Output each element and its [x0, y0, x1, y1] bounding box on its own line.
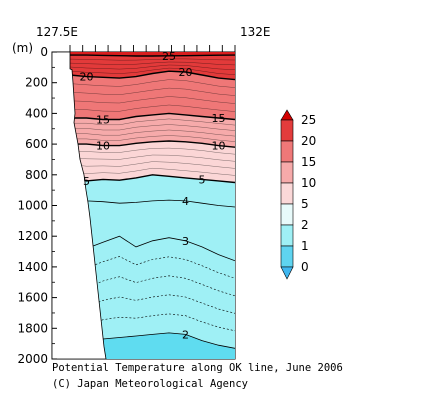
depth-tick-label: 600 [25, 137, 48, 151]
temperature-band [70, 174, 235, 207]
colorbar-segment [280, 161, 294, 184]
temperature-band [70, 236, 235, 358]
minor-contour [70, 64, 235, 70]
depth-tick-label: 1800 [17, 321, 48, 335]
minor-contour [70, 104, 235, 112]
colorbar-segment [280, 182, 294, 205]
minor-contour [70, 61, 235, 66]
contour-line-20 [70, 70, 235, 81]
colorbar-bottom-arrow [280, 266, 294, 280]
minor-contour [70, 147, 235, 155]
minor-contour [70, 96, 235, 104]
depth-tick-label: 0 [40, 45, 48, 59]
lon-label-east: 132E [240, 25, 271, 39]
depth-axis: 0 200 400 600 800 1000 1200 1400 1600 1800 2000 [17, 45, 57, 366]
minor-contour [70, 154, 235, 162]
colorbar-label: 20 [301, 134, 316, 148]
lon-label-west: 127.5E [36, 25, 78, 39]
depth-tick-label: 1600 [17, 291, 48, 305]
dashed-contour [70, 294, 235, 318]
contour-line-3 [70, 235, 235, 262]
contour-layer [70, 54, 235, 358]
contour-label: 5 [199, 173, 206, 186]
colorbar-label: 25 [301, 113, 316, 127]
colorbar-top-arrow [280, 109, 294, 121]
minor-contour [70, 124, 235, 131]
depth-unit-label: (m) [12, 41, 33, 55]
minor-contour [70, 67, 235, 75]
minor-contour [70, 87, 235, 96]
contour-line-25 [70, 54, 235, 57]
chart-title: Potential Temperature along OK line, Jun… [52, 362, 343, 374]
temperature-band [70, 199, 235, 261]
contour-label: 5 [83, 175, 90, 188]
colorbar-label: 0 [301, 260, 309, 274]
contour-label: 25 [162, 50, 176, 63]
depth-tick-label: 1200 [17, 229, 48, 243]
minor-contour [70, 58, 235, 61]
colorbar-label: 1 [301, 239, 309, 253]
minor-contour [70, 161, 235, 169]
temperature-band [70, 332, 235, 359]
minor-contour [70, 168, 235, 176]
colorbar-segment [280, 140, 294, 163]
depth-tick-label: 1000 [17, 199, 48, 213]
dashed-contour [70, 256, 235, 279]
contour-line-15 [70, 112, 235, 121]
depth-tick-label: 200 [25, 76, 48, 90]
colorbar-segment [280, 119, 294, 142]
contour-label: 20 [80, 71, 94, 84]
depth-tick-label: 1400 [17, 260, 48, 274]
contour-line-5 [70, 174, 235, 184]
colorbar-segment [280, 203, 294, 226]
colorbar-label: 5 [301, 197, 309, 211]
minor-contour [70, 129, 235, 137]
depth-tick-label: 2000 [17, 352, 48, 366]
temperature-band [70, 113, 235, 148]
colorbar-segment [280, 245, 294, 268]
depth-tick-label: 800 [25, 168, 48, 182]
contour-label: 3 [182, 235, 189, 248]
contour-label: 10 [96, 140, 110, 153]
colorbar-label: 10 [301, 176, 316, 190]
colorbar-label: 2 [301, 218, 309, 232]
colorbar-segment [280, 224, 294, 247]
minor-contour [70, 135, 235, 142]
dashed-contour [70, 275, 235, 297]
contour-label: 10 [212, 140, 226, 153]
contour-line-10 [70, 140, 235, 148]
contour-label: 4 [182, 195, 189, 208]
seafloor-mask [51, 51, 107, 360]
contour-label: 15 [212, 112, 226, 125]
contour-label: 2 [182, 328, 189, 341]
colorbar-label: 15 [301, 155, 316, 169]
credit-text: (C) Japan Meteorological Agency [52, 378, 248, 390]
contour-label: 15 [96, 114, 110, 127]
contour-label: 20 [179, 66, 193, 79]
depth-tick-label: 400 [25, 106, 48, 120]
station-axis [69, 45, 236, 52]
contour-line-4 [70, 199, 235, 208]
minor-contour [70, 118, 235, 126]
minor-contour [70, 79, 235, 88]
